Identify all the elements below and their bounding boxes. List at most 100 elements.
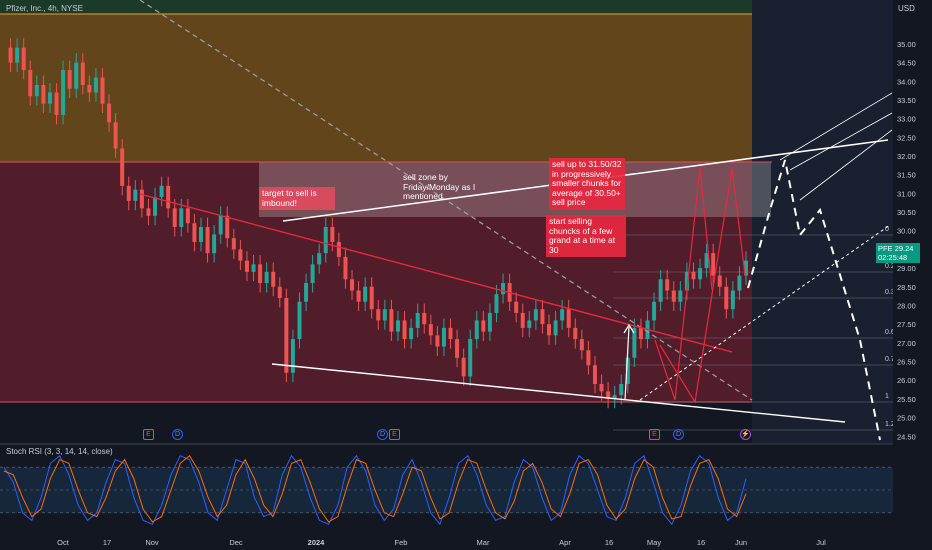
- candle-body: [533, 309, 538, 321]
- candle-body: [126, 185, 131, 201]
- candle-body: [474, 320, 479, 340]
- up-arrow-head: [623, 323, 635, 334]
- candle-body: [47, 92, 52, 104]
- fib-level-label: 1.2: [885, 421, 895, 428]
- candle-body: [658, 279, 663, 302]
- candle-body: [724, 286, 729, 310]
- candle-body: [284, 298, 289, 373]
- price-tick-label: 28.50: [897, 283, 916, 292]
- time-tick-label: Nov: [145, 538, 159, 547]
- candle-body: [297, 301, 302, 340]
- candle-body: [113, 122, 118, 149]
- candle-body: [107, 103, 112, 123]
- candle-body: [8, 47, 13, 63]
- price-tick-label: 27.00: [897, 339, 916, 348]
- earnings-icon[interactable]: E: [143, 429, 154, 440]
- split-icon[interactable]: ⚡: [740, 429, 751, 440]
- candle-body: [15, 47, 20, 63]
- candle-body: [409, 327, 414, 340]
- candle-body: [61, 70, 66, 115]
- annotation-target[interactable]: target to sell is imbound!: [259, 187, 335, 210]
- candle-body: [441, 327, 446, 347]
- candle-body: [34, 85, 39, 97]
- time-tick-label: 17: [103, 538, 111, 547]
- candle-body: [698, 268, 703, 280]
- lower-channel-line: [271, 363, 846, 423]
- sell-zone: [0, 14, 752, 162]
- annotation-start-selling[interactable]: start selling chuncks of a few grand at …: [546, 215, 626, 257]
- candle-body: [638, 327, 643, 340]
- dividend-icon[interactable]: D: [673, 429, 684, 440]
- earnings-icon[interactable]: E: [389, 429, 400, 440]
- candle-body: [310, 264, 315, 284]
- candle-body: [231, 238, 236, 250]
- candle-body: [28, 70, 33, 97]
- candle-body: [100, 77, 105, 104]
- fan-line: [779, 92, 893, 161]
- candle-body: [573, 327, 578, 340]
- candle-body: [238, 249, 243, 261]
- price-tick-label: 25.50: [897, 395, 916, 404]
- dividend-icon[interactable]: D: [172, 429, 183, 440]
- candle-body: [356, 290, 361, 302]
- projected-path-red: [654, 167, 713, 401]
- annotation-sell-zone[interactable]: sell zone by Friday/Monday as I mentione…: [403, 172, 476, 201]
- candle-body: [198, 227, 203, 242]
- candle-body: [606, 391, 611, 399]
- candle-body: [185, 208, 190, 224]
- currency-label[interactable]: USD: [898, 4, 915, 13]
- candle-body: [487, 312, 492, 332]
- fib-level-label: 0.7: [885, 356, 895, 363]
- dividend-icon[interactable]: D: [377, 429, 388, 440]
- fib-level-label: 0: [885, 226, 889, 233]
- top-green-zone: [0, 0, 752, 14]
- candle-body: [428, 324, 433, 336]
- candle-body: [737, 275, 742, 291]
- candle-body: [711, 253, 716, 276]
- up-arrow-line: [624, 326, 630, 401]
- candle-body: [290, 339, 295, 373]
- price-tick-label: 29.00: [897, 264, 916, 273]
- candle-body: [395, 320, 400, 332]
- candle-body: [461, 357, 466, 377]
- candle-body: [369, 286, 374, 310]
- price-tick-label: 25.00: [897, 414, 916, 423]
- time-tick-label: Dec: [229, 538, 243, 547]
- time-tick-label: Oct: [57, 538, 70, 547]
- candle-body: [586, 350, 591, 366]
- time-tick-label: 16: [605, 538, 613, 547]
- candle-body: [684, 271, 689, 291]
- price-tick-label: 28.00: [897, 301, 916, 310]
- price-tick-label: 26.50: [897, 358, 916, 367]
- time-tick-label: Jun: [735, 538, 747, 547]
- candle-body: [553, 320, 558, 336]
- candle-body: [671, 290, 676, 302]
- candle-body: [87, 85, 92, 93]
- candle-body: [481, 320, 486, 332]
- candle-body: [271, 271, 276, 287]
- earnings-icon[interactable]: E: [649, 429, 660, 440]
- candle-body: [166, 185, 171, 209]
- annotation-sell-up[interactable]: sell up to 31.50/32 in progressively sma…: [549, 158, 625, 210]
- candle-body: [258, 264, 263, 284]
- candle-body: [678, 290, 683, 302]
- time-tick-label: May: [647, 538, 661, 547]
- candle-body: [251, 264, 256, 272]
- price-tick-label: 32.00: [897, 152, 916, 161]
- candle-body: [619, 383, 624, 396]
- price-tick-label: 31.50: [897, 171, 916, 180]
- candle-body: [665, 279, 670, 291]
- price-axis: [893, 0, 932, 550]
- price-tick-label: 34.50: [897, 59, 916, 68]
- support-dashed-line: [639, 224, 891, 401]
- candle-body: [179, 208, 184, 227]
- stoch-rsi-title: Stoch RSI (3, 3, 14, 14, close): [6, 447, 113, 456]
- candle-body: [336, 241, 341, 257]
- price-tag-countdown: 02:25:48: [878, 253, 908, 262]
- candle-body: [592, 365, 597, 384]
- candle-body: [402, 320, 407, 340]
- candle-body: [244, 260, 249, 272]
- candle-body: [74, 62, 79, 89]
